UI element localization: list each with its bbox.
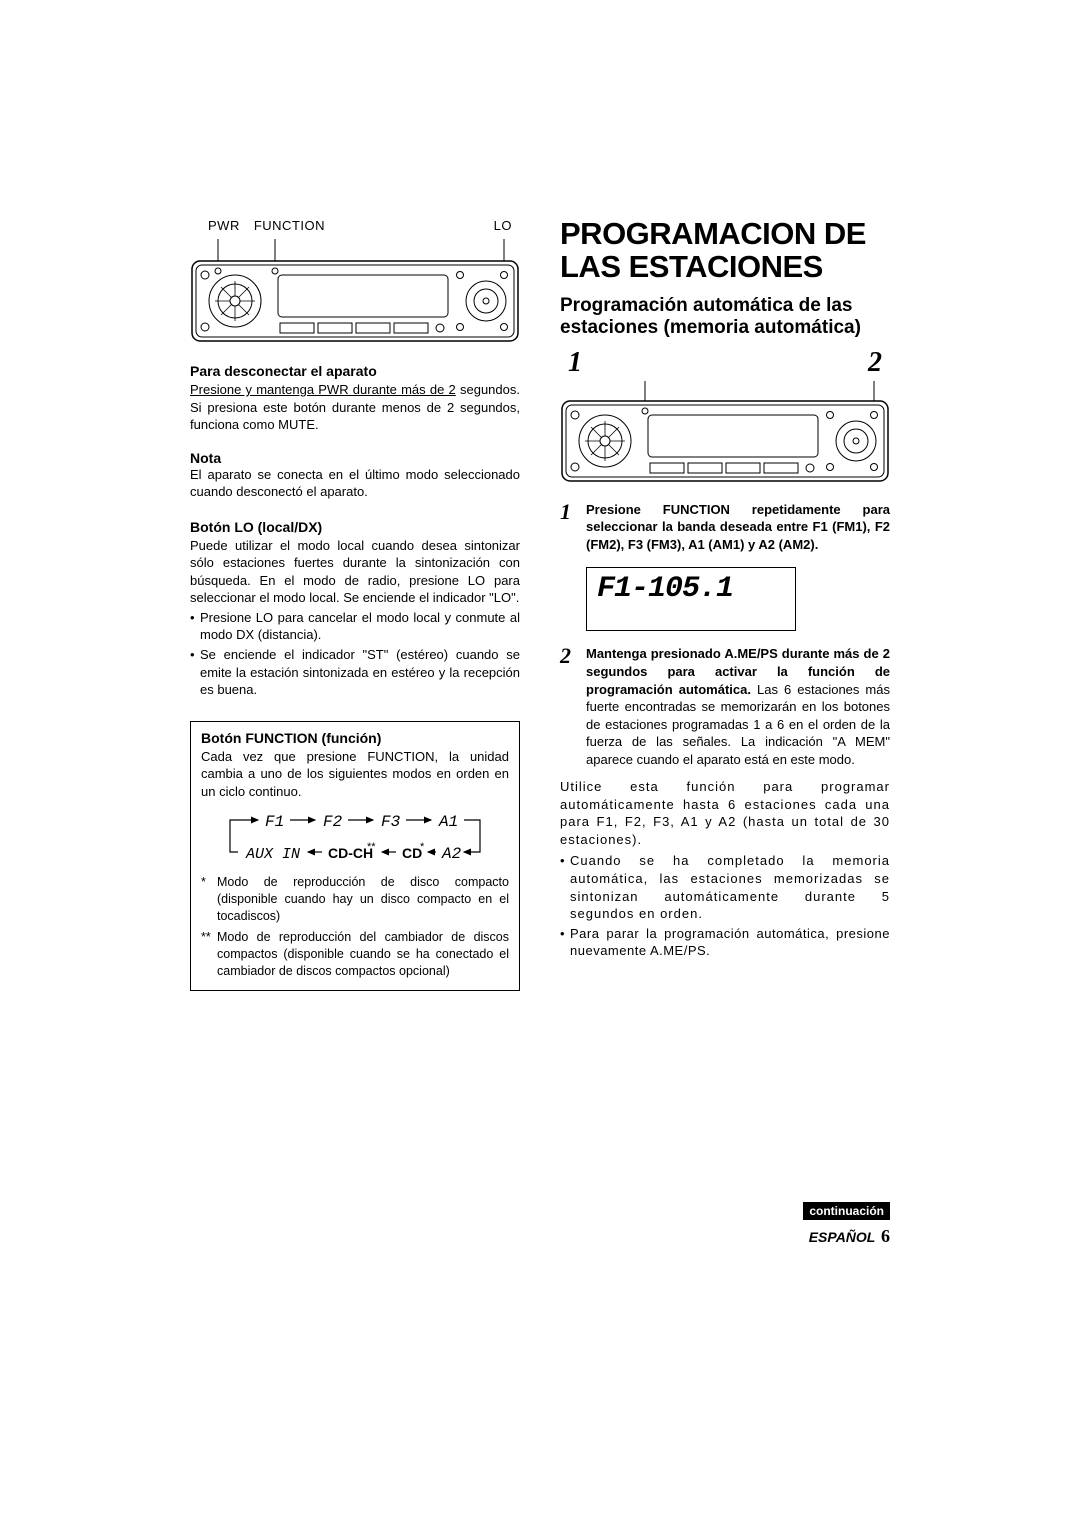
left-column: PWR FUNCTION LO [190, 218, 520, 991]
disconnect-heading: Para desconectar el aparato [190, 363, 520, 379]
step-1-bold: Presione FUNCTION repetidamente para sel… [586, 502, 890, 552]
footer-lang-text: ESPAÑOL [809, 1229, 875, 1245]
label-function: FUNCTION [254, 218, 325, 233]
label-pwr: PWR [208, 218, 240, 233]
footer-language: ESPAÑOL 6 [809, 1226, 890, 1247]
section-title: PROGRAMACION DE LAS ESTACIONES [560, 218, 890, 283]
footer-page-number: 6 [881, 1226, 890, 1246]
func-heading: Botón FUNCTION (función) [201, 730, 509, 746]
step-number-labels: 1 2 [560, 347, 890, 379]
tail-bullet-1: Cuando se ha completado la memoria autom… [570, 852, 890, 922]
func-footnotes: Modo de reproducción de disco compacto (… [201, 874, 509, 979]
label-lo: LO [494, 218, 512, 233]
cycle-f2: F2 [323, 813, 343, 831]
lcd-text: F1-105.1 [597, 572, 733, 606]
cycle-a2: A2 [441, 845, 462, 863]
lcd-display: F1-105.1 [586, 567, 796, 631]
tail-paragraph: Utilice esta función para programar auto… [560, 778, 890, 848]
svg-text:*: * [420, 841, 425, 853]
nota-heading: Nota [190, 450, 520, 466]
step-1-number: 1 [560, 501, 578, 554]
section-subtitle: Programación automática de las estacione… [560, 295, 890, 339]
cycle-aux: AUX IN [245, 846, 300, 863]
step-2-body: Mantenga presionado A.ME/PS durante más … [586, 645, 890, 768]
lo-bullet-2: Se enciende el indicador "ST" (estéreo) … [200, 646, 520, 699]
spacer [325, 218, 494, 233]
cycle-a1: A1 [438, 813, 458, 831]
right-column: PROGRAMACION DE LAS ESTACIONES Programac… [560, 218, 890, 991]
radio-illustration-right [560, 381, 890, 487]
step-1-body: Presione FUNCTION repetidamente para sel… [586, 501, 890, 554]
function-box: Botón FUNCTION (función) Cada vez que pr… [190, 721, 520, 991]
lo-bullet-1: Presione LO para cancelar el modo local … [200, 609, 520, 644]
function-cycle-diagram: F1 F2 F3 A1 AUX IN CD-CH ** CD * A2 [210, 808, 500, 868]
radio-labels-row: PWR FUNCTION LO [190, 218, 520, 233]
step-label-one: 1 [568, 347, 582, 379]
func-footnote-1: Modo de reproducción de disco compacto (… [217, 874, 509, 925]
tail-bullets: Cuando se ha completado la memoria autom… [560, 852, 890, 959]
tail-bullet-2: Para parar la programación automática, p… [570, 925, 890, 960]
lo-bullets: Presione LO para cancelar el modo local … [190, 609, 520, 699]
cycle-f3: F3 [381, 813, 401, 831]
step-1: 1 Presione FUNCTION repetidamente para s… [560, 501, 890, 554]
func-footnote-2: Modo de reproducción del cambiador de di… [217, 929, 509, 980]
step-2-number: 2 [560, 645, 578, 768]
nota-body: El aparato se conecta en el último modo … [190, 466, 520, 501]
cycle-f1: F1 [265, 813, 284, 831]
svg-text:**: ** [367, 841, 376, 853]
continuation-tag: continuación [803, 1202, 890, 1220]
page-content: PWR FUNCTION LO [190, 218, 890, 991]
lo-body: Puede utilizar el modo local cuando dese… [190, 537, 520, 607]
lo-heading: Botón LO (local/DX) [190, 519, 520, 535]
step-label-two: 2 [868, 347, 882, 379]
disconnect-underlined: Presione y mantenga PWR durante más de 2 [190, 382, 456, 397]
disconnect-body: Presione y mantenga PWR durante más de 2… [190, 381, 520, 434]
step-2: 2 Mantenga presionado A.ME/PS durante má… [560, 645, 890, 768]
radio-illustration-left [190, 239, 520, 349]
func-body: Cada vez que presione FUNCTION, la unida… [201, 748, 509, 801]
